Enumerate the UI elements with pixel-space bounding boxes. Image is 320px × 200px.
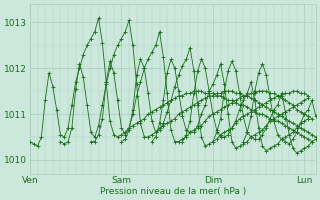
- X-axis label: Pression niveau de la mer( hPa ): Pression niveau de la mer( hPa ): [100, 187, 246, 196]
